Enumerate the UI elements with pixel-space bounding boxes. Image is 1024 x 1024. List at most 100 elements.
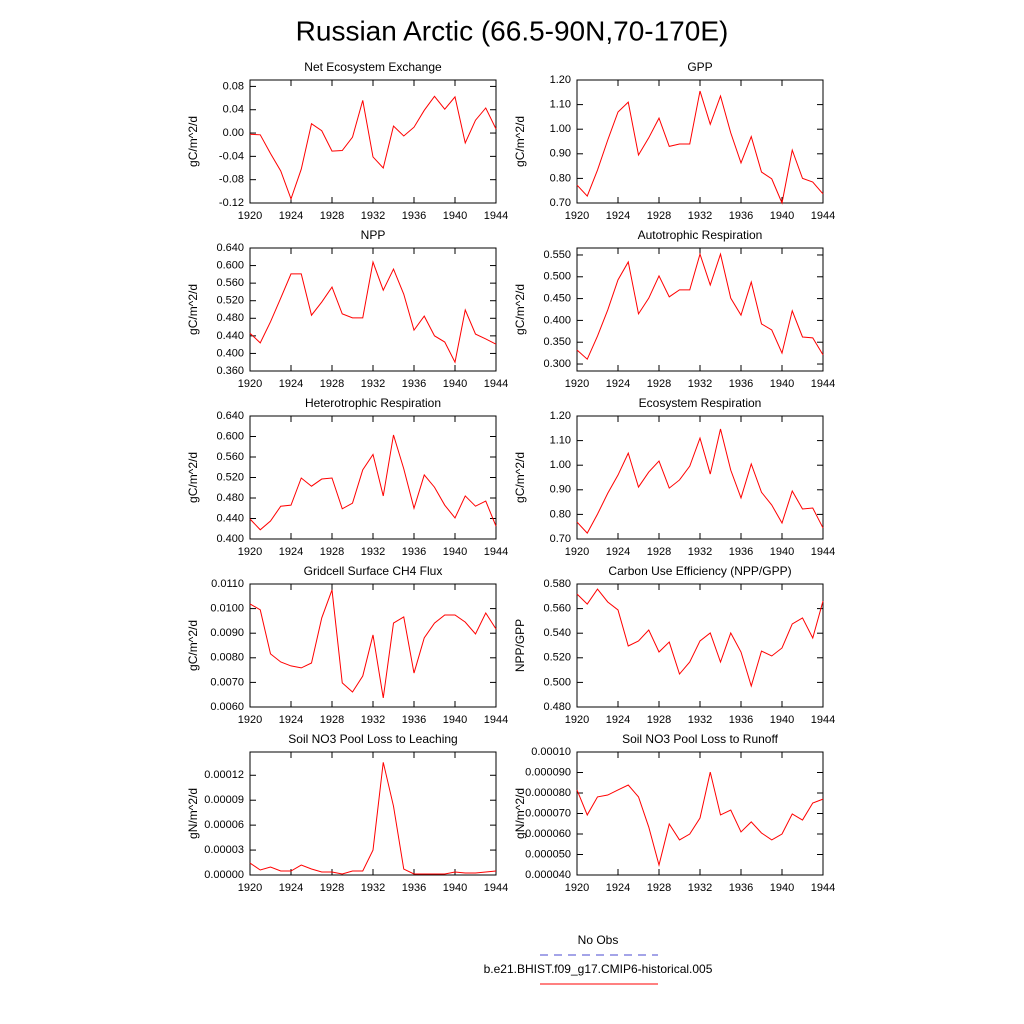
- x-tick-label: 1920: [238, 714, 262, 726]
- y-tick-label: 1.00: [550, 459, 571, 471]
- x-tick-label: 1936: [402, 714, 426, 726]
- x-tick-label: 1924: [606, 714, 630, 726]
- y-tick-label: 0.00000: [204, 869, 244, 881]
- legend-label: No Obs: [578, 933, 619, 947]
- x-tick-label: 1928: [320, 378, 344, 390]
- x-tick-label: 1920: [238, 210, 262, 222]
- y-tick-label: 0.0100: [210, 603, 244, 615]
- plot-frame: [576, 79, 824, 204]
- x-tick-label: 1928: [647, 378, 671, 390]
- y-tick-label: 0.640: [216, 410, 244, 422]
- plot-frame: [576, 415, 824, 540]
- x-tick-label: 1928: [647, 210, 671, 222]
- y-tick-label: 0.450: [543, 293, 571, 305]
- panel-title: GPP: [687, 60, 712, 74]
- x-tick-label: 1936: [729, 378, 753, 390]
- y-tick-label: 0.300: [543, 358, 571, 370]
- y-tick-label: 0.0110: [211, 578, 244, 590]
- y-tick-label: 0.360: [216, 365, 244, 377]
- data-line: [249, 762, 497, 875]
- x-tick-label: 1944: [484, 378, 508, 390]
- x-tick-label: 1928: [320, 882, 344, 894]
- x-tick-label: 1940: [770, 882, 794, 894]
- x-tick-label: 1944: [484, 714, 508, 726]
- y-tick-label: 0.520: [216, 471, 244, 483]
- x-tick-label: 1944: [484, 210, 508, 222]
- x-tick-label: 1924: [279, 210, 303, 222]
- y-tick-label: 0.000090: [525, 766, 571, 778]
- y-tick-label: 0.560: [543, 603, 571, 615]
- y-tick-label: 0.540: [543, 627, 571, 639]
- plot-frame: [249, 247, 497, 372]
- x-tick-label: 1940: [770, 714, 794, 726]
- y-tick-label: 0.350: [543, 336, 571, 348]
- x-tick-label: 1944: [811, 882, 835, 894]
- panel-title: NPP: [361, 228, 386, 242]
- data-line: [249, 434, 497, 531]
- x-tick-label: 1932: [361, 210, 385, 222]
- data-line: [576, 588, 824, 688]
- x-tick-label: 1940: [443, 378, 467, 390]
- y-axis-label: gC/m^2/d: [186, 284, 200, 335]
- x-tick-label: 1920: [565, 882, 589, 894]
- panel-title: Soil NO3 Pool Loss to Leaching: [288, 732, 457, 746]
- y-tick-label: 0.500: [543, 676, 571, 688]
- y-tick-label: 0.0060: [210, 701, 244, 713]
- plot-frame: [249, 751, 497, 876]
- panel-title: Net Ecosystem Exchange: [304, 60, 442, 74]
- x-tick-label: 1936: [402, 882, 426, 894]
- x-tick-label: 1936: [729, 210, 753, 222]
- plot-frame: [249, 415, 497, 540]
- x-tick-label: 1920: [238, 546, 262, 558]
- x-tick-label: 1936: [729, 546, 753, 558]
- x-tick-label: 1924: [279, 882, 303, 894]
- y-tick-label: 0.580: [543, 578, 571, 590]
- panel-title: Carbon Use Efficiency (NPP/GPP): [608, 564, 791, 578]
- x-tick-label: 1932: [688, 378, 712, 390]
- y-tick-label: 0.520: [543, 652, 571, 664]
- x-tick-label: 1924: [606, 378, 630, 390]
- x-tick-label: 1928: [647, 714, 671, 726]
- y-tick-label: 1.20: [550, 410, 571, 422]
- x-tick-label: 1932: [361, 714, 385, 726]
- panel-title: Soil NO3 Pool Loss to Runoff: [622, 732, 779, 746]
- x-tick-label: 1932: [688, 714, 712, 726]
- y-tick-label: -0.08: [219, 174, 244, 186]
- y-tick-label: 0.600: [216, 259, 244, 271]
- x-tick-label: 1924: [606, 546, 630, 558]
- y-tick-label: 0.00006: [204, 819, 244, 831]
- x-tick-label: 1924: [606, 882, 630, 894]
- x-tick-label: 1940: [770, 546, 794, 558]
- data-line: [249, 260, 497, 364]
- panel-title: Ecosystem Respiration: [639, 396, 762, 410]
- x-tick-label: 1920: [565, 378, 589, 390]
- y-tick-label: 0.80: [550, 172, 571, 184]
- y-axis-label: gN/m^2/d: [513, 788, 527, 839]
- x-tick-label: 1936: [729, 882, 753, 894]
- x-tick-label: 1944: [484, 882, 508, 894]
- x-tick-label: 1940: [770, 378, 794, 390]
- y-axis-label: gC/m^2/d: [513, 284, 527, 335]
- y-tick-label: 0.400: [543, 314, 571, 326]
- data-line: [576, 252, 824, 361]
- x-tick-label: 1936: [402, 546, 426, 558]
- plot-frame: [249, 79, 497, 204]
- y-axis-label: gC/m^2/d: [186, 452, 200, 503]
- x-tick-label: 1936: [402, 378, 426, 390]
- y-tick-label: 0.440: [216, 330, 244, 342]
- x-tick-label: 1932: [361, 882, 385, 894]
- y-tick-label: 1.00: [550, 123, 571, 135]
- y-tick-label: 0.560: [216, 451, 244, 463]
- x-tick-label: 1940: [443, 546, 467, 558]
- y-tick-label: 0.00009: [204, 794, 244, 806]
- y-tick-label: 0.04: [223, 104, 244, 116]
- x-tick-label: 1932: [361, 378, 385, 390]
- x-tick-label: 1920: [238, 378, 262, 390]
- x-tick-label: 1944: [811, 714, 835, 726]
- y-axis-label: gC/m^2/d: [186, 620, 200, 671]
- plot-frame: [576, 583, 824, 708]
- y-tick-label: 0.400: [216, 347, 244, 359]
- plot-frame: [249, 583, 497, 708]
- y-tick-label: 0.000050: [525, 848, 571, 860]
